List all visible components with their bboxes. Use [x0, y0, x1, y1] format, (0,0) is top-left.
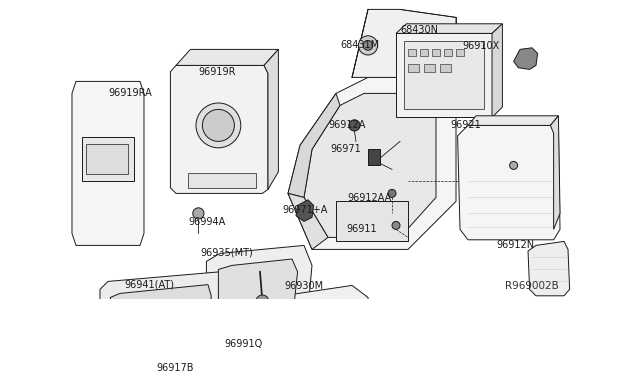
Text: 96917B: 96917B: [156, 363, 193, 372]
Polygon shape: [288, 193, 328, 249]
Polygon shape: [268, 285, 372, 372]
Polygon shape: [514, 48, 538, 70]
Circle shape: [388, 189, 396, 198]
Text: 96930M: 96930M: [284, 281, 323, 291]
Text: 96910X: 96910X: [463, 41, 500, 51]
Polygon shape: [458, 125, 560, 240]
Text: 96941(AT): 96941(AT): [124, 280, 174, 290]
Bar: [408, 49, 416, 56]
Circle shape: [364, 41, 373, 50]
Text: 96935(MT): 96935(MT): [200, 248, 253, 258]
Bar: [81, 137, 134, 182]
Text: 68431M: 68431M: [340, 40, 379, 50]
Circle shape: [193, 208, 204, 219]
Bar: [440, 64, 451, 72]
Circle shape: [196, 103, 241, 148]
Bar: [124, 300, 202, 304]
Bar: [188, 173, 256, 188]
Bar: [404, 41, 484, 109]
Polygon shape: [288, 93, 340, 198]
Bar: [86, 144, 128, 174]
Polygon shape: [296, 200, 314, 221]
Text: 96919RA: 96919RA: [108, 88, 152, 98]
Polygon shape: [396, 33, 492, 118]
Bar: [336, 201, 408, 241]
Text: 96912AA: 96912AA: [348, 193, 392, 203]
Text: 96991Q: 96991Q: [224, 339, 262, 349]
Text: 96994A: 96994A: [188, 217, 225, 227]
Polygon shape: [528, 241, 570, 296]
Bar: [124, 312, 202, 317]
Polygon shape: [228, 344, 272, 372]
Text: 96911: 96911: [346, 224, 377, 234]
Polygon shape: [492, 24, 502, 118]
Bar: [368, 150, 380, 166]
Text: 96971: 96971: [330, 144, 361, 154]
Polygon shape: [264, 49, 278, 189]
Bar: [124, 306, 202, 310]
Text: 96921: 96921: [451, 120, 481, 130]
Bar: [420, 49, 428, 56]
Polygon shape: [218, 259, 298, 307]
Polygon shape: [304, 93, 436, 237]
Polygon shape: [550, 116, 560, 230]
Text: 68430N: 68430N: [400, 25, 438, 35]
Text: 96912A: 96912A: [328, 120, 365, 130]
Circle shape: [207, 360, 217, 370]
Polygon shape: [288, 77, 456, 249]
Text: R969002B: R969002B: [505, 281, 559, 291]
Bar: [432, 49, 440, 56]
Circle shape: [358, 36, 378, 55]
Polygon shape: [206, 246, 312, 317]
Bar: [456, 49, 464, 56]
Bar: [124, 319, 202, 323]
Circle shape: [392, 221, 400, 230]
Text: 96912N: 96912N: [496, 240, 534, 250]
Polygon shape: [352, 9, 456, 77]
Polygon shape: [72, 81, 144, 246]
Bar: [408, 64, 419, 72]
Bar: [444, 49, 452, 56]
Circle shape: [509, 161, 518, 169]
Polygon shape: [110, 285, 211, 332]
Circle shape: [202, 109, 234, 141]
Circle shape: [349, 120, 360, 131]
Polygon shape: [100, 272, 224, 339]
Polygon shape: [396, 24, 502, 33]
Text: 96971+A: 96971+A: [282, 205, 328, 215]
Polygon shape: [176, 49, 278, 65]
Circle shape: [256, 295, 269, 308]
Text: 96919R: 96919R: [198, 67, 236, 77]
Polygon shape: [468, 116, 559, 125]
Polygon shape: [170, 65, 268, 193]
Bar: [237, 352, 265, 369]
Bar: [424, 64, 435, 72]
